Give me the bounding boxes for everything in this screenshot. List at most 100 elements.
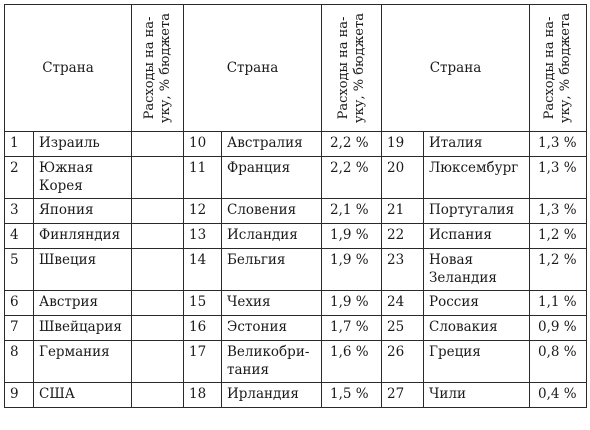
rank-cell: 3 <box>4 198 34 224</box>
country-cell: Ирландия <box>221 382 322 408</box>
expense-cell: 2,2 % <box>321 156 382 199</box>
country-cell: Финляндия <box>33 223 132 249</box>
column-header-country: Страна <box>4 4 132 132</box>
rank-cell: 1 <box>4 131 34 157</box>
rank-cell: 2 <box>4 156 34 199</box>
rank-cell: 27 <box>381 382 424 408</box>
country-cell: Чили <box>423 382 530 408</box>
country-cell: Новая Зеландия <box>423 248 530 291</box>
country-cell: Германия <box>33 340 132 383</box>
country-cell: Южная Корея <box>33 156 132 199</box>
rank-cell: 5 <box>4 248 34 291</box>
expense-cell: 0,8 % <box>529 340 587 383</box>
header-row: Страна Расходы на на-уку, % бюджета Стра… <box>4 4 587 132</box>
expense-cell: 1,9 % <box>321 223 382 249</box>
budget-science-table: Страна Расходы на на-уку, % бюджета Стра… <box>4 4 587 408</box>
rank-cell: 19 <box>381 131 424 157</box>
rank-cell: 14 <box>183 248 222 291</box>
expense-cell <box>131 156 184 199</box>
country-cell: Швеция <box>33 248 132 291</box>
table-row: 1 Израиль 10 Австралия 2,2 % 19 Италия 1,3 % <box>4 131 587 157</box>
rank-cell: 21 <box>381 198 424 224</box>
table-row: 5 Швеция 14 Бельгия 1,9 % 23 Новая Зеландия 1,2… <box>4 248 587 291</box>
column-header-expense: Расходы на на-уку, % бюджета <box>131 4 184 132</box>
expense-cell: 1,1 % <box>529 290 587 316</box>
column-header-expense: Расходы на на-уку, % бюджета <box>321 4 382 132</box>
rank-cell: 26 <box>381 340 424 383</box>
table-row: 6 Австрия 15 Чехия 1,9 % 24 Россия 1,1 % <box>4 290 587 316</box>
table-row: 7 Швейцария 16 Эстония 1,7 % 25 Словакия 0,9 % <box>4 315 587 341</box>
expense-cell: 1,9 % <box>321 290 382 316</box>
country-cell: Испания <box>423 223 530 249</box>
rank-cell: 18 <box>183 382 222 408</box>
country-cell: Словакия <box>423 315 530 341</box>
column-header-country: Страна <box>381 4 530 132</box>
expense-cell: 1,3 % <box>529 156 587 199</box>
expense-cell <box>131 382 184 408</box>
expense-cell: 1,3 % <box>529 131 587 157</box>
expense-cell: 0,4 % <box>529 382 587 408</box>
country-cell: Россия <box>423 290 530 316</box>
column-header-expense-text: Расходы на на-уку, % бюджета <box>542 13 573 123</box>
country-cell: Великобри-тания <box>221 340 322 383</box>
expense-cell: 1,6 % <box>321 340 382 383</box>
country-cell: Португалия <box>423 198 530 224</box>
rank-cell: 23 <box>381 248 424 291</box>
rank-cell: 24 <box>381 290 424 316</box>
country-cell: Люксембург <box>423 156 530 199</box>
country-cell: Израиль <box>33 131 132 157</box>
expense-cell <box>131 131 184 157</box>
expense-cell <box>131 223 184 249</box>
country-cell: Швейцария <box>33 315 132 341</box>
rank-cell: 11 <box>183 156 222 199</box>
expense-cell <box>131 248 184 291</box>
rank-cell: 12 <box>183 198 222 224</box>
expense-cell: 1,2 % <box>529 223 587 249</box>
country-cell: Франция <box>221 156 322 199</box>
column-header-expense-text: Расходы на на-уку, % бюджета <box>141 13 173 123</box>
country-cell: Греция <box>423 340 530 383</box>
rank-cell: 8 <box>4 340 34 383</box>
expense-cell: 1,9 % <box>321 248 382 291</box>
rank-cell: 13 <box>183 223 222 249</box>
rank-cell: 10 <box>183 131 222 157</box>
rank-cell: 25 <box>381 315 424 341</box>
country-cell: Словения <box>221 198 322 224</box>
expense-cell: 1,5 % <box>321 382 382 408</box>
expense-cell: 0,9 % <box>529 315 587 341</box>
expense-cell <box>131 198 184 224</box>
expense-cell: 2,1 % <box>321 198 382 224</box>
country-cell: Эстония <box>221 315 322 341</box>
country-cell: Италия <box>423 131 530 157</box>
column-header-expense: Расходы на на-уку, % бюджета <box>529 4 587 132</box>
country-cell: Австрия <box>33 290 132 316</box>
rank-cell: 4 <box>4 223 34 249</box>
rank-cell: 16 <box>183 315 222 341</box>
expense-cell <box>131 290 184 316</box>
country-cell: Австралия <box>221 131 322 157</box>
country-cell: Чехия <box>221 290 322 316</box>
expense-cell <box>131 315 184 341</box>
country-cell: Бельгия <box>221 248 322 291</box>
expense-cell <box>131 340 184 383</box>
expense-cell: 1,2 % <box>529 248 587 291</box>
column-header-country: Страна <box>183 4 322 132</box>
country-cell: США <box>33 382 132 408</box>
expense-cell: 2,2 % <box>321 131 382 157</box>
rank-cell: 20 <box>381 156 424 199</box>
rank-cell: 9 <box>4 382 34 408</box>
expense-cell: 1,7 % <box>321 315 382 341</box>
rank-cell: 17 <box>183 340 222 383</box>
rank-cell: 7 <box>4 315 34 341</box>
column-header-expense-text: Расходы на на-уку, % бюджета <box>335 13 367 123</box>
expense-cell: 1,3 % <box>529 198 587 224</box>
rank-cell: 15 <box>183 290 222 316</box>
table-row: 2 Южная Корея 11 Франция 2,2 % 20 Люксембург 1,… <box>4 156 587 199</box>
rank-cell: 6 <box>4 290 34 316</box>
table-row: 8 Германия 17 Великобри-тания 1,6 % 26 Греция 0… <box>4 340 587 383</box>
table-row: 4 Финляндия 13 Исландия 1,9 % 22 Испания 1,2 % <box>4 223 587 249</box>
country-cell: Япония <box>33 198 132 224</box>
table-row: 9 США 18 Ирландия 1,5 % 27 Чили 0,4 % <box>4 382 587 408</box>
country-cell: Исландия <box>221 223 322 249</box>
rank-cell: 22 <box>381 223 424 249</box>
